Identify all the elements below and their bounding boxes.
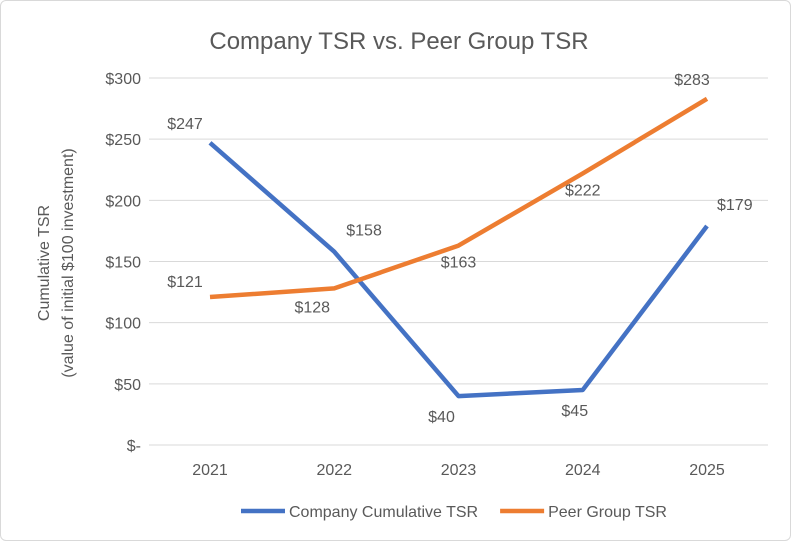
y-axis-label-line1: Cumulative TSR (36, 205, 53, 321)
y-tick-label: $150 (105, 255, 141, 272)
data-label: $283 (674, 72, 710, 89)
x-tick-label: 2024 (565, 462, 601, 479)
series-line-1 (209, 96, 709, 300)
x-tick-label: 2022 (316, 462, 352, 479)
data-label: $128 (294, 299, 330, 316)
y-tick-label: $250 (105, 132, 141, 149)
y-tick-label: $- (127, 438, 141, 455)
data-label: $163 (441, 255, 477, 272)
x-tick-label: 2025 (689, 462, 725, 479)
y-tick-label: $200 (105, 193, 141, 210)
y-tick-label: $300 (105, 71, 141, 88)
data-label: $121 (167, 274, 203, 291)
data-label: $247 (167, 116, 203, 133)
x-tick-label: 2023 (441, 462, 477, 479)
y-tick-label: $50 (114, 377, 141, 394)
legend-label: Company Cumulative TSR (289, 504, 478, 521)
data-label: $222 (565, 182, 601, 199)
x-tick-label: 2021 (192, 462, 228, 479)
y-tick-label: $100 (105, 316, 141, 333)
data-label: $45 (561, 403, 588, 420)
data-label: $179 (717, 197, 753, 214)
series-line-0 (208, 141, 709, 399)
data-label: $40 (428, 409, 455, 426)
legend-label: Peer Group TSR (548, 504, 667, 521)
y-axis-label-line2: (value of initial $100 investment) (60, 148, 77, 377)
data-label: $158 (346, 223, 382, 240)
chart-title: Company TSR vs. Peer Group TSR (209, 28, 588, 55)
